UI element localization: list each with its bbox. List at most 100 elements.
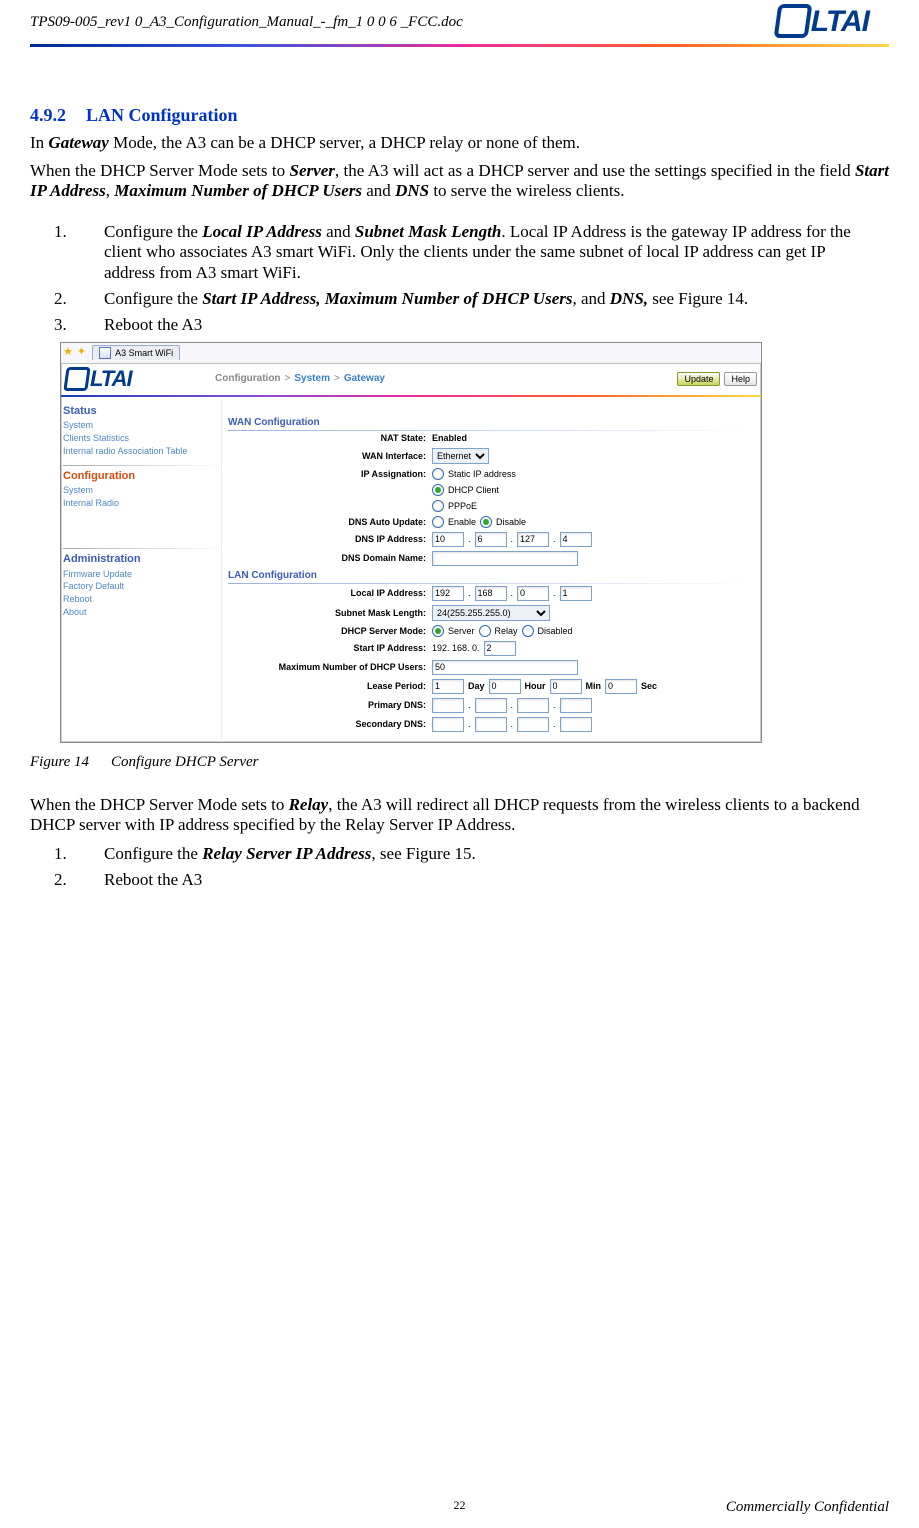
radio-pppoe[interactable]	[432, 500, 444, 512]
row-start-ip: Start IP Address: 192. 168. 0.	[228, 641, 755, 656]
radio-mode-disabled[interactable]	[522, 625, 534, 637]
label-secondary-dns: Secondary DNS:	[228, 719, 432, 730]
radio-dhcp-client[interactable]	[432, 484, 444, 496]
start-ip-last[interactable]	[484, 641, 516, 656]
breadcrumb-system[interactable]: System	[294, 373, 330, 385]
paragraph-1: In Gateway Mode, the A3 can be a DHCP se…	[30, 133, 889, 153]
radio-dns-enable[interactable]	[432, 516, 444, 528]
lease-hour-input[interactable]	[489, 679, 521, 694]
label-pppoe: PPPoE	[448, 501, 477, 512]
row-ip-assignation: IP Assignation: Static IP address	[228, 468, 755, 480]
dns-ip-2[interactable]	[475, 532, 507, 547]
label-lease-min: Min	[586, 681, 602, 692]
breadcrumb-gateway[interactable]: Gateway	[344, 373, 385, 385]
label-primary-dns: Primary DNS:	[228, 700, 432, 711]
pdns-2[interactable]	[475, 698, 507, 713]
logo-square-icon	[773, 4, 812, 38]
section-title: LAN Configuration	[86, 105, 238, 125]
doc-filename: TPS09-005_rev1 0_A3_Configuration_Manual…	[30, 13, 463, 31]
row-dns-ip: DNS IP Address: . . .	[228, 532, 755, 547]
local-ip-2[interactable]	[475, 586, 507, 601]
radio-static-ip[interactable]	[432, 468, 444, 480]
figure-number: Figure 14	[30, 754, 89, 770]
sidebar-item-factory[interactable]: Factory Default	[63, 581, 221, 592]
row-lease: Lease Period: Day Hour Min Sec	[228, 679, 755, 694]
label-local-ip: Local IP Address:	[228, 588, 432, 599]
app-divider	[61, 395, 761, 397]
paragraph-2: When the DHCP Server Mode sets to Server…	[30, 161, 889, 202]
radio-mode-relay[interactable]	[479, 625, 491, 637]
logo-square-icon	[63, 367, 90, 391]
sidebar-item-reboot[interactable]: Reboot	[63, 594, 221, 605]
browser-tabbar: ★ ✦ A3 Smart WiFi	[61, 343, 761, 364]
local-ip-3[interactable]	[517, 586, 549, 601]
lease-sec-input[interactable]	[605, 679, 637, 694]
sidebar-divider	[63, 548, 221, 549]
label-wan-interface: WAN Interface:	[228, 451, 432, 462]
sidebar-item-firmware[interactable]: Firmware Update	[63, 569, 221, 580]
row-wan-interface: WAN Interface: Ethernet	[228, 448, 755, 464]
steps-list-1: 1. Configure the Local IP Address and Su…	[30, 222, 889, 336]
radio-mode-server[interactable]	[432, 625, 444, 637]
logo-text: LTAI	[811, 4, 869, 40]
list-item: 2. Configure the Start IP Address, Maxim…	[30, 289, 889, 309]
add-tab-icon[interactable]: ✦	[75, 346, 92, 359]
pdns-3[interactable]	[517, 698, 549, 713]
label-subnet: Subnet Mask Length:	[228, 608, 432, 619]
label-nat-state: NAT State:	[228, 433, 432, 444]
breadcrumb: Configuration > System > Gateway	[215, 373, 673, 385]
radio-dns-disable[interactable]	[480, 516, 492, 528]
confidential-label: Commercially Confidential	[726, 1498, 889, 1516]
header-divider	[30, 44, 889, 47]
sdns-3[interactable]	[517, 717, 549, 732]
label-static-ip: Static IP address	[448, 469, 516, 480]
lease-day-input[interactable]	[432, 679, 464, 694]
label-dns-ip: DNS IP Address:	[228, 534, 432, 545]
sidebar-item-cfg-radio[interactable]: Internal Radio	[63, 498, 221, 509]
list-item: 2. Reboot the A3	[30, 870, 889, 890]
sdns-4[interactable]	[560, 717, 592, 732]
label-dhcp-client: DHCP Client	[448, 485, 499, 496]
figure-text: Configure DHCP Server	[111, 754, 259, 770]
tab-title: A3 Smart WiFi	[115, 348, 173, 359]
local-ip-4[interactable]	[560, 586, 592, 601]
dns-domain-input[interactable]	[432, 551, 578, 566]
pdns-4[interactable]	[560, 698, 592, 713]
dns-ip-4[interactable]	[560, 532, 592, 547]
favorite-icon[interactable]: ★	[61, 346, 75, 359]
label-dhcp-mode: DHCP Server Mode:	[228, 626, 432, 637]
label-mode-relay: Relay	[495, 626, 518, 637]
sidebar-cat-administration: Administration	[63, 553, 221, 566]
sidebar: Status System Clients Statistics Interna…	[61, 399, 222, 742]
sidebar-item-radio-assoc[interactable]: Internal radio Association Table	[63, 446, 221, 457]
pdns-1[interactable]	[432, 698, 464, 713]
local-ip-1[interactable]	[432, 586, 464, 601]
sidebar-item-clients[interactable]: Clients Statistics	[63, 433, 221, 444]
lease-min-input[interactable]	[550, 679, 582, 694]
dns-ip-1[interactable]	[432, 532, 464, 547]
label-start-ip: Start IP Address:	[228, 643, 432, 654]
label-dns-auto: DNS Auto Update:	[228, 517, 432, 528]
sdns-2[interactable]	[475, 717, 507, 732]
app-logo: LTAI	[65, 366, 215, 392]
help-button[interactable]: Help	[724, 372, 757, 387]
row-dns-domain: DNS Domain Name:	[228, 551, 755, 566]
list-item: 3. Reboot the A3	[30, 315, 889, 335]
subnet-select[interactable]: 24(255.255.255.0)	[432, 605, 550, 621]
list-item: 1. Configure the Local IP Address and Su…	[30, 222, 889, 283]
wan-interface-select[interactable]: Ethernet	[432, 448, 489, 464]
dns-ip-3[interactable]	[517, 532, 549, 547]
section-heading: 4.9.2LAN Configuration	[30, 105, 889, 127]
label-lease: Lease Period:	[228, 681, 432, 692]
update-button[interactable]: Update	[677, 372, 720, 387]
sdns-1[interactable]	[432, 717, 464, 732]
start-ip-prefix: 192. 168. 0.	[432, 643, 480, 654]
label-max-users: Maximum Number of DHCP Users:	[228, 662, 432, 673]
sidebar-item-about[interactable]: About	[63, 607, 221, 618]
label-lease-sec: Sec	[641, 681, 657, 692]
browser-tab[interactable]: A3 Smart WiFi	[92, 345, 180, 360]
sidebar-item-cfg-system[interactable]: System	[63, 485, 221, 496]
row-nat-state: NAT State: Enabled	[228, 433, 755, 444]
sidebar-item-system[interactable]: System	[63, 420, 221, 431]
max-users-input[interactable]	[432, 660, 578, 675]
